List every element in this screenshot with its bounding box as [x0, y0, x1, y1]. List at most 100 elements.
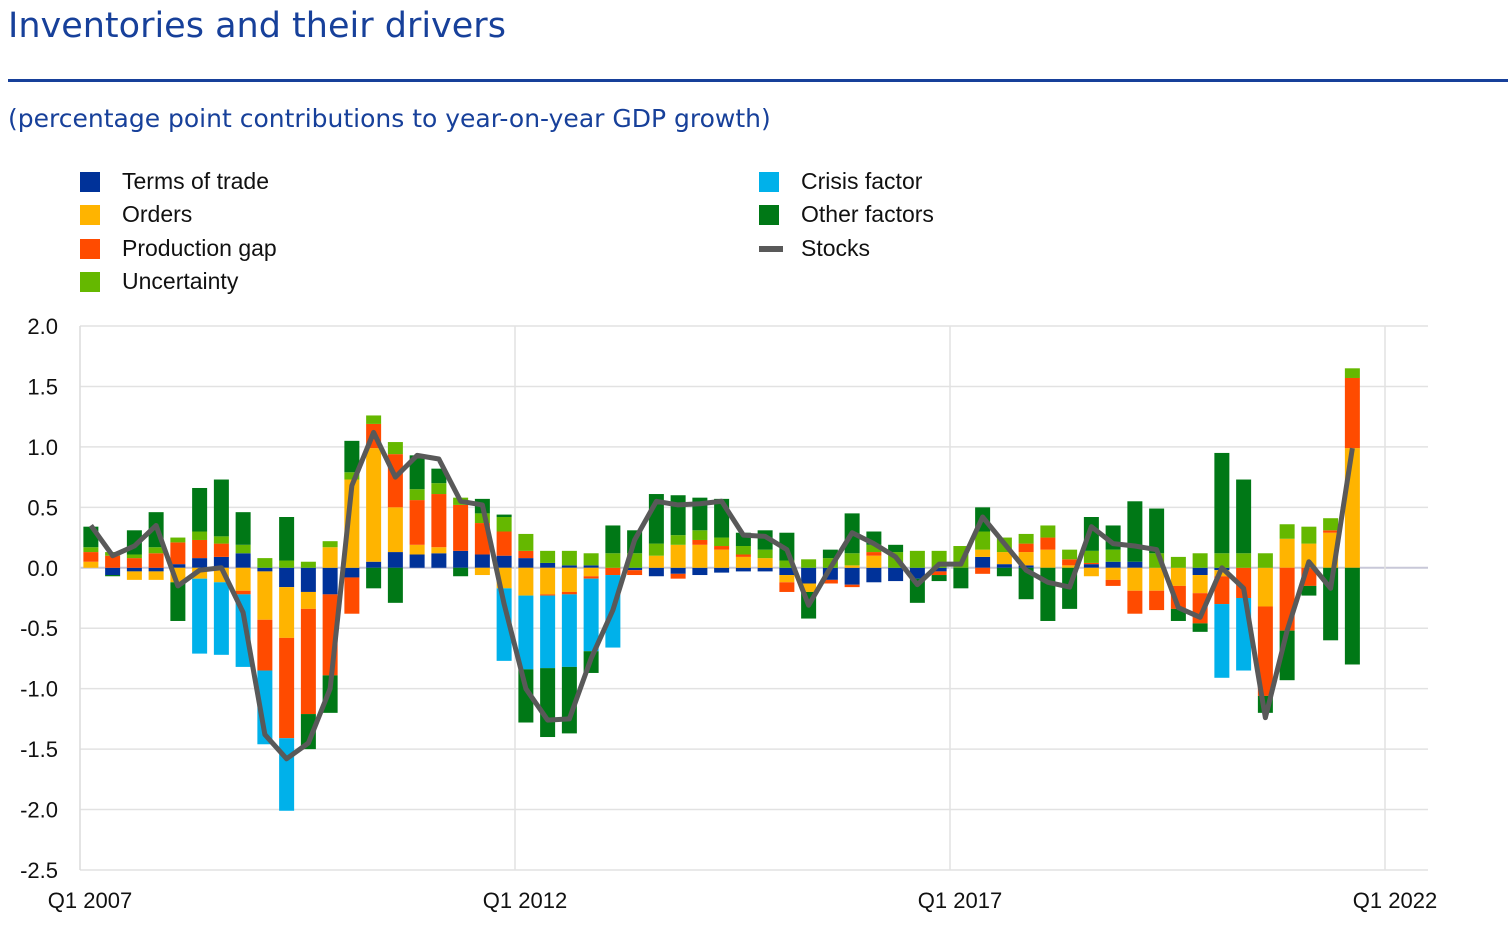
bar-crisis-factor	[540, 595, 556, 669]
bar-crisis-factor	[583, 578, 599, 652]
y-tick-label: 1.0	[27, 435, 58, 460]
bar-other-factors	[1149, 508, 1165, 554]
bar-production-gap	[518, 550, 534, 559]
bar-terms-of-trade	[453, 550, 469, 568]
bar-production-gap	[1323, 530, 1339, 533]
bar-uncertainty	[714, 537, 730, 547]
bar-orders	[409, 544, 425, 555]
bars	[83, 368, 1360, 811]
bar-orders	[757, 558, 773, 568]
bar-crisis-factor	[518, 595, 534, 670]
legend-item-crisis-factor: Crisis factor	[759, 168, 922, 195]
bar-terms-of-trade	[257, 567, 273, 572]
y-tick-label: -1.0	[20, 677, 58, 702]
bar-terms-of-trade	[1083, 564, 1099, 568]
y-tick-label: -2.5	[20, 858, 58, 883]
bar-uncertainty	[583, 553, 599, 566]
bar-other-factors	[366, 567, 382, 589]
bar-terms-of-trade	[670, 567, 686, 574]
bar-crisis-factor	[496, 588, 512, 661]
bar-other-factors	[213, 479, 229, 537]
bar-terms-of-trade	[540, 562, 556, 568]
bar-terms-of-trade	[1127, 561, 1143, 568]
bar-production-gap	[975, 567, 991, 574]
bar-other-factors	[235, 512, 251, 545]
bar-uncertainty	[648, 543, 664, 556]
bar-orders	[779, 575, 795, 583]
x-tick-label: Q1 2012	[483, 888, 567, 913]
bar-other-factors	[909, 578, 925, 603]
bar-orders	[540, 567, 556, 595]
title-divider	[8, 79, 1508, 82]
bar-production-gap	[1344, 377, 1360, 449]
bar-other-factors	[192, 487, 208, 532]
bar-uncertainty	[148, 547, 164, 554]
bar-other-factors	[670, 495, 686, 536]
bar-terms-of-trade	[1192, 567, 1208, 576]
bar-production-gap	[1040, 537, 1056, 550]
bar-production-gap	[279, 637, 295, 739]
bar-uncertainty	[170, 537, 186, 543]
bar-orders	[1279, 538, 1295, 568]
bar-uncertainty	[1083, 550, 1099, 563]
bar-orders	[300, 591, 316, 609]
bar-orders	[148, 571, 164, 580]
bar-orders	[692, 544, 708, 568]
bar-production-gap	[1149, 590, 1165, 611]
bar-uncertainty	[518, 533, 534, 551]
bar-terms-of-trade	[561, 565, 577, 568]
stocks-line	[88, 429, 1355, 762]
bar-uncertainty	[1257, 553, 1273, 568]
bar-uncertainty	[366, 415, 382, 424]
bar-production-gap	[714, 546, 730, 550]
bar-other-factors	[1127, 501, 1143, 562]
bar-orders	[279, 587, 295, 638]
bar-terms-of-trade	[213, 556, 229, 568]
bar-terms-of-trade	[409, 554, 425, 568]
bar-uncertainty	[1301, 526, 1317, 544]
bar-terms-of-trade	[322, 567, 338, 595]
bar-production-gap	[170, 542, 186, 565]
bar-crisis-factor	[235, 594, 251, 667]
bar-orders	[583, 567, 599, 577]
bar-terms-of-trade	[844, 567, 860, 585]
legend-swatch	[759, 245, 783, 252]
bar-production-gap	[627, 570, 643, 576]
legend-label: Orders	[122, 201, 193, 227]
bar-production-gap	[583, 576, 599, 579]
bar-orders	[1192, 575, 1208, 594]
y-tick-label: -0.5	[20, 616, 58, 641]
bar-terms-of-trade	[192, 558, 208, 568]
y-tick-label: 2.0	[27, 314, 58, 339]
bar-production-gap	[540, 594, 556, 596]
bar-terms-of-trade	[170, 564, 186, 568]
bar-uncertainty	[1018, 533, 1034, 544]
bar-production-gap	[300, 608, 316, 715]
bar-production-gap	[105, 555, 121, 568]
bar-orders	[1149, 567, 1165, 591]
bar-uncertainty	[822, 558, 838, 568]
bar-uncertainty	[344, 472, 360, 480]
bar-terms-of-trade	[387, 552, 403, 568]
bar-terms-of-trade	[779, 567, 795, 576]
bar-terms-of-trade	[126, 567, 142, 572]
bar-orders	[1083, 567, 1099, 577]
bar-orders	[1170, 567, 1186, 586]
legend-item-terms-of-trade: Terms of trade	[80, 168, 269, 195]
bar-production-gap	[1257, 606, 1273, 696]
bar-terms-of-trade	[1105, 561, 1121, 568]
bar-orders	[735, 556, 751, 568]
bar-uncertainty	[409, 489, 425, 501]
bar-production-gap	[1214, 576, 1230, 605]
bar-other-factors	[931, 575, 947, 582]
bar-uncertainty	[474, 513, 490, 524]
bar-orders	[801, 583, 817, 592]
bar-orders	[1062, 565, 1078, 568]
legend-item-production-gap: Production gap	[80, 235, 277, 262]
bar-production-gap	[1062, 559, 1078, 566]
bar-production-gap	[344, 577, 360, 614]
legend-label: Production gap	[122, 235, 277, 261]
bar-other-factors	[1214, 452, 1230, 554]
bar-terms-of-trade	[148, 567, 164, 572]
bar-uncertainty	[1323, 518, 1339, 531]
